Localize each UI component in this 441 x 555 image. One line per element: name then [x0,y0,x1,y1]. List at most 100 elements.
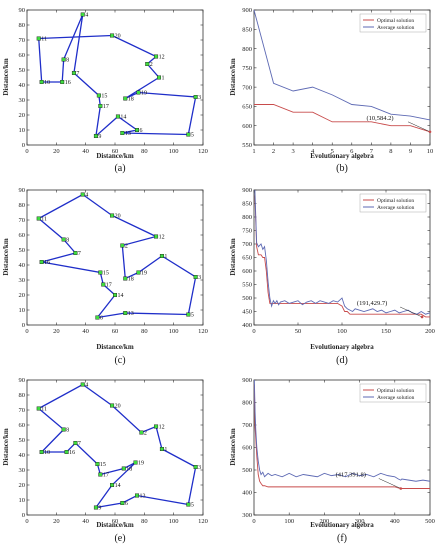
y-tick-label: 900 [242,377,252,384]
x-tick-label: 5 [331,148,334,155]
city-marker [93,505,98,510]
x-axis-label: Evolutionary algebra [310,521,374,529]
city-label: 18 [128,277,134,283]
city-label: 10 [44,80,50,86]
series-line [254,189,431,315]
y-axis-label: Distance/km [229,238,237,276]
panel-caption: (a) [114,163,125,174]
panel-e: 0 20 40 60 80 100 1200102030405060708090Distan… [2,377,208,544]
legend-label: Optimal solution [377,388,414,394]
city-label: 20 [115,214,121,220]
legend-label: Average solution [377,205,415,211]
city-marker [134,127,139,132]
city-marker [95,462,100,467]
city-label: 7 [78,251,81,257]
axes-frame-d [253,189,431,326]
x-tick-label: 400 [390,518,400,525]
annotation-point [420,315,424,319]
city-marker [186,312,191,317]
city-label: 4 [85,13,88,19]
annotation-arrow [407,121,431,133]
x-tick-label: 200 [320,518,330,525]
y-tick-label: 300 [242,512,252,519]
y-tick-label: 60 [19,232,26,239]
y-tick-label: 750 [242,65,252,72]
city-label: 3 [198,275,201,281]
panel-caption: (b) [336,163,348,174]
x-axis-label: Evolutionary algebra [310,343,374,351]
y-tick-label: 90 [19,377,26,384]
y-tick-label: 10 [19,497,26,504]
city-marker [98,103,103,108]
city-marker [36,36,41,41]
city-marker [136,270,141,275]
city-label: 1 [162,76,165,82]
y-tick-label: 50 [19,437,26,444]
city-marker [121,466,126,471]
x-tick-label: 3 [291,148,294,155]
y-tick-label: 800 [242,400,252,407]
x-axis-label: Evolutionary algebra [310,152,374,160]
city-marker [123,276,128,281]
panel-caption: (e) [114,533,125,544]
city-label: 18 [128,97,134,103]
city-marker [133,460,138,465]
x-tick-label: 20 [53,148,60,155]
city-label: 8 [66,58,69,64]
x-tick-label: 80 [141,518,148,525]
city-marker [186,502,191,507]
annotation-label: (10,584.2) [366,115,393,122]
x-tick-label: 0 [252,328,255,335]
y-tick-label: 500 [242,295,252,302]
city-label: 1 [164,447,167,453]
legend-label: Optimal solution [377,198,414,204]
x-tick-label: 120 [198,518,208,525]
legend-label: Average solution [377,395,415,401]
y-tick-label: 20 [19,482,26,489]
x-tick-label: 60 [112,518,119,525]
series-line [254,104,431,133]
y-tick-label: 90 [19,7,26,14]
city-label: 12 [159,55,165,61]
city-label: 19 [141,91,147,97]
y-tick-label: 650 [242,255,252,262]
y-tick-label: 900 [242,7,252,14]
city-label: 12 [159,425,165,431]
x-axis-label: Distance/km [96,152,134,160]
x-tick-label: 100 [169,518,179,525]
y-tick-label: 600 [242,123,252,130]
y-tick-label: 650 [242,104,252,111]
y-tick-label: 400 [242,490,252,497]
city-label: 4 [85,193,88,199]
city-label: 14 [115,483,121,489]
city-label: 2 [125,244,128,250]
x-tick-label: 120 [198,148,208,155]
annotation-point [399,487,403,490]
panel-caption: (f) [337,533,347,544]
y-tick-label: 30 [19,467,26,474]
city-label: 8 [66,428,69,434]
y-tick-label: 70 [19,407,26,414]
city-label: 20 [115,34,121,40]
city-marker [193,94,198,99]
legend-box [359,383,427,403]
axes-frame-a [26,9,204,146]
y-tick-label: 900 [242,187,252,194]
city-marker [96,93,101,98]
x-tick-label: 80 [141,148,148,155]
city-marker [39,79,44,84]
city-label: 9 [98,134,101,140]
city-marker [159,253,164,258]
panel-caption: (d) [336,355,348,366]
city-label: 4 [85,383,88,389]
city-marker [61,57,66,62]
city-marker [145,62,150,67]
x-tick-label: 0 [25,518,28,525]
city-label: 5 [191,503,194,509]
city-marker [71,70,76,75]
city-marker [110,33,115,38]
y-tick-label: 20 [19,292,26,299]
city-marker [115,114,120,119]
panel-caption: (c) [114,355,125,366]
x-tick-label: 0 [25,148,28,155]
